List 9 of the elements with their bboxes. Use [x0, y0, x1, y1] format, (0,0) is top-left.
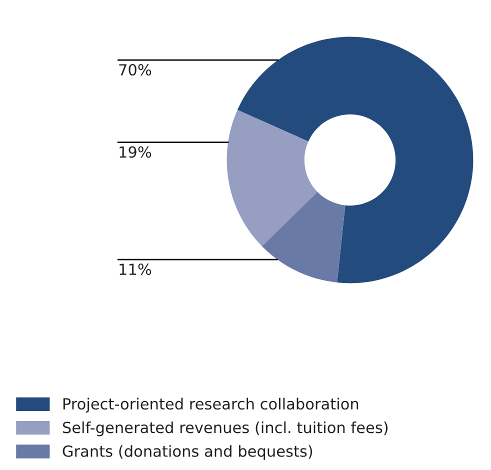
- data-label: 19%: [120, 146, 152, 158]
- legend-label: Self-generated revenues (incl. tuition fees): [62, 421, 388, 436]
- donut-slice: [262, 192, 346, 283]
- legend-label: Grants (donations and bequests): [62, 445, 312, 460]
- data-label: 11%: [120, 264, 152, 276]
- legend-label: Project-oriented research collaboration: [63, 398, 358, 413]
- donut-slice: [237, 36, 474, 284]
- data-label: 70%: [119, 64, 152, 76]
- donut-slice: [226, 110, 318, 246]
